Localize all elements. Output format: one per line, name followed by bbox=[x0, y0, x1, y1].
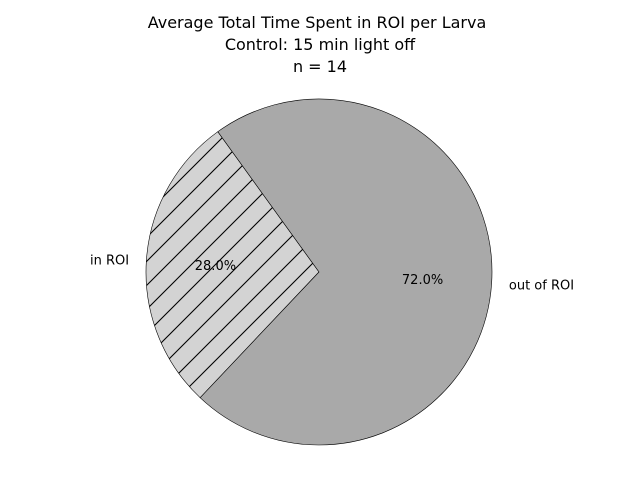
slice-label-in-roi: in ROI bbox=[90, 253, 129, 268]
slice-label-out-of-roi: out of ROI bbox=[509, 279, 574, 294]
pie-slices bbox=[145, 98, 493, 446]
chart-title-line-2: Control: 15 min light off bbox=[225, 35, 416, 54]
chart-title-line-1: Average Total Time Spent in ROI per Larv… bbox=[148, 13, 487, 32]
pie-slice-in-roi bbox=[145, 131, 320, 399]
pie-labels: in ROI 28.0% out of ROI 72.0% bbox=[90, 253, 574, 293]
slice-percent-in-roi: 28.0% bbox=[195, 259, 236, 274]
chart-title: Average Total Time Spent in ROI per Larv… bbox=[148, 13, 487, 76]
slice-percent-out-of-roi: 72.0% bbox=[402, 273, 443, 288]
pie-slice-out-of-roi bbox=[199, 98, 493, 446]
chart-title-line-3: n = 14 bbox=[293, 57, 347, 76]
